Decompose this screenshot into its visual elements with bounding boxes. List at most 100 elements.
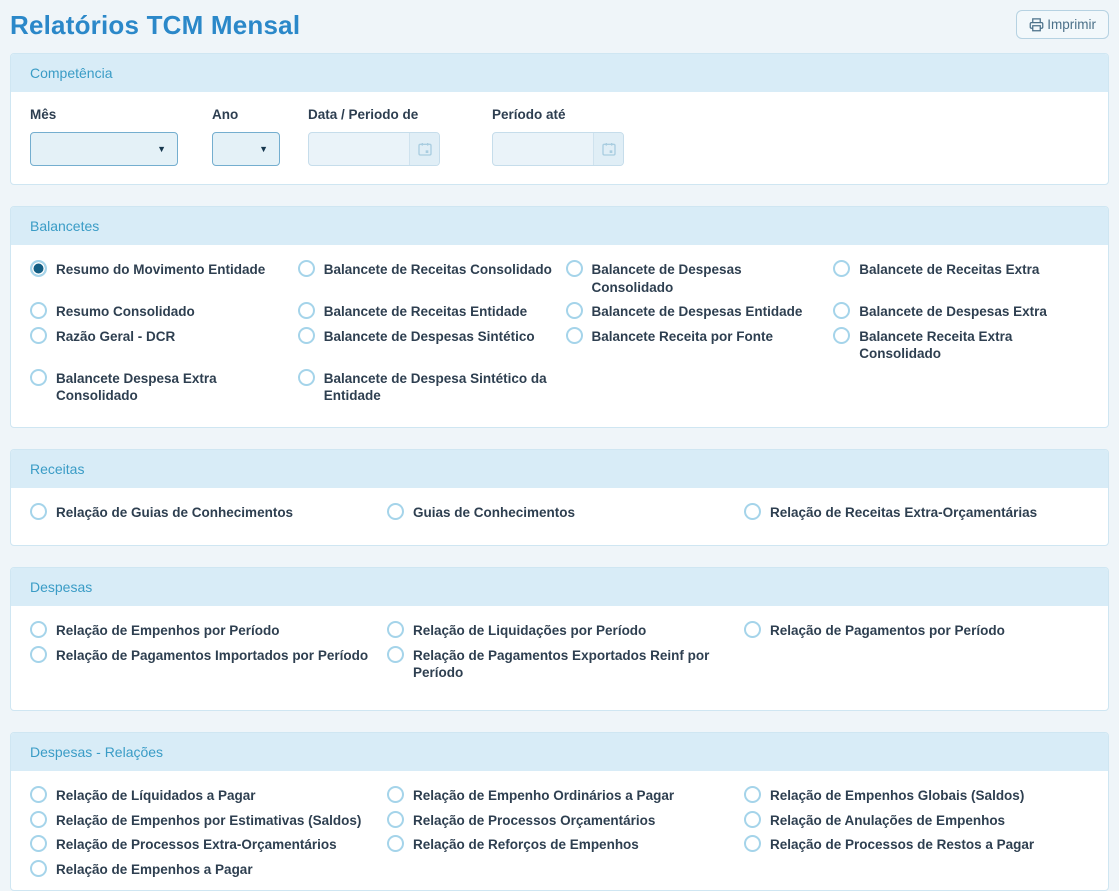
radio-option-label: Balancete de Despesas Sintético — [323, 328, 535, 344]
radio-icon — [297, 260, 315, 277]
radio-icon — [744, 810, 761, 828]
radio-icon — [30, 326, 47, 344]
radio-selected-icon — [30, 260, 47, 277]
radio-option-label: Balancete de Despesas Consolidado — [591, 262, 742, 295]
ano-label: Ano — [212, 107, 239, 122]
radio-icon — [30, 835, 47, 853]
radio-icon — [30, 786, 47, 804]
radio-option-label: Relação de Guias de Conhecimentos — [56, 504, 294, 520]
radio-option-balancete-de-receitas-consolidado[interactable]: Balancete de Receitas Consolidado — [297, 260, 554, 279]
radio-option-relacao-de-processos-orcamentarios[interactable]: Relação de Processos Orçamentários — [387, 810, 732, 830]
radio-option-relacao-de-receitas-extra-orcamentarias[interactable]: Relação de Receitas Extra-Orçamentárias — [744, 502, 1089, 522]
radio-option-label: Relação de Empenho Ordinários a Pagar — [413, 788, 675, 804]
panel-competencia-body: Mês ▼ Ano ▼ Data / Periodo de — [11, 92, 1108, 184]
field-mes: Mês ▼ — [30, 107, 178, 166]
calendar-icon[interactable] — [593, 133, 623, 165]
radio-option-relacao-de-empenhos-globais-saldos[interactable]: Relação de Empenhos Globais (Saldos) — [744, 786, 1089, 805]
radio-option-balancete-despesa-extra-consolidado[interactable]: Balancete Despesa Extra Consolidado — [30, 368, 286, 405]
radio-option-razao-geral-dcr[interactable]: Razão Geral - DCR — [30, 326, 286, 346]
radio-icon — [744, 835, 761, 853]
radio-option-relacao-de-anulacoes-de-empenhos[interactable]: Relação de Anulações de Empenhos — [744, 810, 1089, 830]
radio-option-balancete-receita-por-fonte[interactable]: Balancete Receita por Fonte — [565, 326, 822, 346]
radio-option-label: Relação de Liquidações por Período — [413, 623, 647, 639]
radio-option-resumo-do-movimento-entidade[interactable]: Resumo do Movimento Entidade — [30, 260, 286, 279]
radio-icon — [565, 260, 583, 277]
radio-option-label: Relação de Receitas Extra-Orçamentárias — [770, 504, 1038, 520]
panel-despesas: Despesas Relação de Empenhos por Período… — [10, 567, 1109, 712]
radio-option-balancete-de-despesas-entidade[interactable]: Balancete de Despesas Entidade — [565, 302, 822, 321]
radio-option-label: Balancete Receita por Fonte — [591, 328, 774, 344]
radio-option-balancete-de-despesas-extra[interactable]: Balancete de Despesas Extra — [833, 302, 1089, 321]
radio-option-label: Relação de Pagamentos Exportados Reinf p… — [413, 647, 710, 681]
radio-option-balancete-de-despesas-consolidado[interactable]: Balancete de Despesas Consolidado — [565, 260, 822, 296]
data-periodo-de-label: Data / Periodo de — [308, 107, 419, 122]
radio-icon — [30, 621, 47, 639]
radio-option-label: Relação de Empenhos a Pagar — [56, 861, 253, 877]
field-periodo-ate: Período até — [492, 107, 624, 166]
radio-icon — [833, 302, 851, 320]
radio-icon — [297, 368, 315, 386]
despesas-relacoes-option-grid: Relação de Líquidados a Pagar Relação de … — [30, 786, 1089, 878]
radio-icon — [297, 326, 315, 344]
radio-option-balancete-de-receitas-entidade[interactable]: Balancete de Receitas Entidade — [297, 302, 554, 321]
radio-icon — [744, 502, 761, 520]
radio-icon — [30, 645, 47, 663]
radio-icon — [565, 302, 583, 320]
radio-option-label: Relação de Processos Orçamentários — [413, 812, 656, 828]
radio-option-relacao-de-empenhos-por-periodo[interactable]: Relação de Empenhos por Período — [30, 621, 375, 640]
radio-option-label: Guias de Conhecimentos — [413, 504, 576, 520]
radio-option-relacao-de-empenhos-a-pagar[interactable]: Relação de Empenhos a Pagar — [30, 859, 375, 879]
ano-select[interactable]: ▼ — [212, 132, 280, 166]
mes-select[interactable]: ▼ — [30, 132, 178, 166]
radio-option-relacao-de-empenhos-por-estimativas-saldos[interactable]: Relação de Empenhos por Estimativas (Sal… — [30, 810, 375, 830]
despesas-option-grid: Relação de Empenhos por Período Relação d… — [30, 621, 1089, 682]
radio-option-balancete-de-despesa-sintetico-da-entidade[interactable]: Balancete de Despesa Sintético da Entida… — [297, 368, 554, 405]
field-ano: Ano ▼ — [212, 107, 280, 166]
radio-option-relacao-de-reforcos-de-empenhos[interactable]: Relação de Reforços de Empenhos — [387, 835, 732, 854]
panel-balancetes: Balancetes Resumo do Movimento Entidade B… — [10, 206, 1109, 428]
radio-option-resumo-consolidado[interactable]: Resumo Consolidado — [30, 302, 286, 321]
radio-icon — [744, 621, 761, 639]
radio-icon — [297, 302, 315, 320]
radio-option-relacao-de-processos-extra-orcamentarios[interactable]: Relação de Processos Extra-Orçamentários — [30, 835, 375, 854]
radio-option-relacao-de-processos-de-restos-a-pagar[interactable]: Relação de Processos de Restos a Pagar — [744, 835, 1089, 854]
chevron-down-icon: ▼ — [259, 143, 268, 154]
radio-option-relacao-de-liquidados-a-pagar[interactable]: Relação de Líquidados a Pagar — [30, 786, 375, 805]
radio-option-label: Balancete de Receitas Consolidado — [323, 262, 552, 277]
radio-option-balancete-receita-extra-consolidado[interactable]: Balancete Receita Extra Consolidado — [833, 326, 1089, 363]
radio-icon — [565, 326, 583, 344]
radio-icon — [387, 810, 404, 828]
radio-option-relacao-de-guias-de-conhecimentos[interactable]: Relação de Guias de Conhecimentos — [30, 502, 375, 522]
radio-option-relacao-de-pagamentos-exportados-reinf-por-periodo[interactable]: Relação de Pagamentos Exportados Reinf p… — [387, 645, 732, 682]
panel-competencia: Competência Mês ▼ Ano ▼ Data / Periodo d… — [10, 53, 1109, 185]
radio-icon — [30, 302, 47, 320]
radio-option-relacao-de-pagamentos-importados-por-periodo[interactable]: Relação de Pagamentos Importados por Per… — [30, 645, 375, 665]
radio-icon — [833, 326, 851, 344]
mes-label: Mês — [30, 107, 57, 122]
panel-balancetes-header: Balancetes — [11, 207, 1108, 245]
radio-option-label: Relação de Processos Extra-Orçamentários — [56, 837, 337, 853]
radio-option-label: Balancete Despesa Extra Consolidado — [56, 370, 217, 404]
radio-option-label: Balancete de Despesa Sintético da Entida… — [323, 370, 547, 404]
panel-despesas-header: Despesas — [11, 568, 1108, 607]
print-button[interactable]: Imprimir — [1016, 10, 1109, 39]
data-periodo-de-input[interactable] — [308, 132, 440, 166]
calendar-icon[interactable] — [409, 133, 439, 165]
printer-icon — [1029, 17, 1044, 32]
panel-despesas-relacoes: Despesas - Relações Relação de Líquidado… — [10, 732, 1109, 891]
panel-receitas-header: Receitas — [11, 449, 1108, 488]
radio-option-balancete-de-receitas-extra[interactable]: Balancete de Receitas Extra — [833, 260, 1089, 279]
radio-icon — [387, 645, 404, 663]
radio-option-relacao-de-empenho-ordinarios-a-pagar[interactable]: Relação de Empenho Ordinários a Pagar — [387, 786, 732, 805]
periodo-ate-label: Período até — [492, 107, 566, 122]
radio-option-label: Resumo do Movimento Entidade — [56, 262, 266, 277]
panel-despesas-relacoes-header: Despesas - Relações — [11, 733, 1108, 772]
radio-icon — [387, 502, 404, 520]
radio-icon — [30, 810, 47, 828]
balancetes-option-grid: Resumo do Movimento Entidade Balancete de… — [30, 260, 1089, 405]
periodo-ate-input[interactable] — [492, 132, 624, 166]
radio-option-guias-de-conhecimentos[interactable]: Guias de Conhecimentos — [387, 502, 732, 522]
radio-option-balancete-de-despesas-sintetico[interactable]: Balancete de Despesas Sintético — [297, 326, 554, 346]
radio-option-relacao-de-pagamentos-por-periodo[interactable]: Relação de Pagamentos por Período — [744, 621, 1089, 640]
radio-option-relacao-de-liquidacoes-por-periodo[interactable]: Relação de Liquidações por Período — [387, 621, 732, 640]
